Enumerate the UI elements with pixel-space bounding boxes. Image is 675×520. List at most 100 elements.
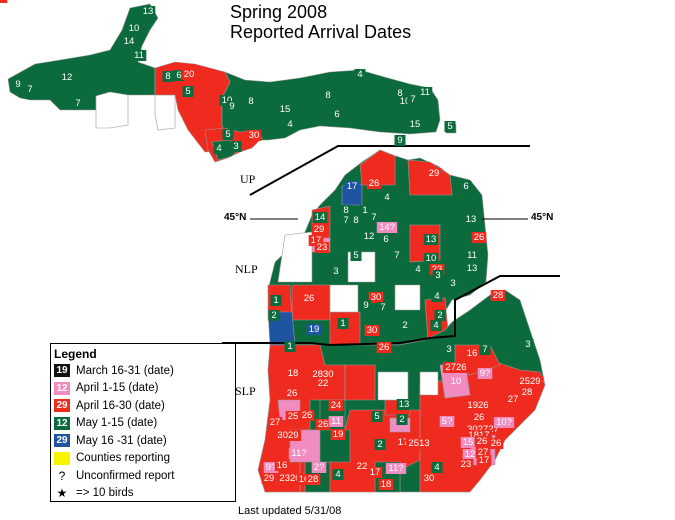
county-date-label: 8 (162, 71, 174, 82)
svg-text:14: 14 (315, 212, 326, 223)
svg-text:1926: 1926 (467, 400, 488, 411)
county-date-label: 4 (332, 469, 344, 480)
county-date-label: 2 (396, 414, 408, 425)
svg-text:2: 2 (377, 439, 382, 450)
slp-no-report (377, 371, 409, 401)
county-date-label: 5 (371, 411, 383, 422)
svg-text:20: 20 (184, 69, 195, 80)
svg-text:9?: 9? (480, 368, 491, 379)
svg-text:16: 16 (299, 474, 310, 485)
svg-text:19: 19 (333, 429, 344, 440)
svg-text:13: 13 (467, 263, 478, 274)
county-date-label: 26 (471, 412, 487, 423)
county-date-label: 15 (460, 437, 476, 448)
county-date-label: 8 (350, 215, 362, 226)
county-date-label: 10 (448, 376, 464, 387)
county-date-label: 3 (522, 339, 534, 350)
county-date-label: 26 (315, 419, 331, 430)
county-date-label: 10 (397, 96, 413, 107)
question-mark-icon: ? (58, 468, 66, 483)
county-date-label: 22 (354, 461, 370, 472)
svg-text:18: 18 (288, 368, 299, 379)
latitude-unit: °N (235, 212, 247, 223)
legend-item: 29 May 16 -31 (date) (54, 432, 235, 450)
svg-text:28: 28 (308, 474, 319, 485)
county-date-label: 26 (284, 388, 300, 399)
nlp-no-report-3 (329, 284, 359, 313)
svg-text:6: 6 (334, 109, 339, 120)
svg-text:5: 5 (353, 250, 358, 261)
svg-text:5: 5 (225, 129, 230, 140)
svg-text:3: 3 (233, 141, 238, 152)
svg-text:14: 14 (124, 36, 135, 47)
county-date-label: 30 (246, 130, 262, 141)
svg-text:6: 6 (463, 181, 468, 192)
svg-text:15: 15 (280, 104, 291, 115)
nlp-no-report-1 (277, 231, 313, 283)
region-label-slp: SLP (235, 384, 256, 398)
county-date-label: 13 (423, 234, 439, 245)
svg-text:30: 30 (424, 473, 435, 484)
svg-text:17: 17 (370, 467, 381, 478)
county-date-label: 5 (444, 121, 456, 132)
county-date-label: 13 (396, 399, 412, 410)
county-date-label: 4 (412, 264, 424, 275)
svg-text:2: 2 (399, 414, 404, 425)
svg-text:15: 15 (463, 437, 474, 448)
county-date-label: 11 (131, 50, 147, 61)
county-date-label: 6 (380, 234, 392, 245)
county-date-label: 2 (434, 310, 446, 321)
county-date-label: 1817 (465, 430, 493, 441)
county-date-label: 7 (479, 344, 491, 355)
svg-text:30: 30 (249, 130, 260, 141)
county-date-label: 26 (299, 410, 315, 421)
county-date-label: 9? (263, 462, 279, 473)
svg-text:19: 19 (0, 0, 5, 3)
svg-text:3: 3 (525, 339, 530, 350)
svg-text:11: 11 (134, 50, 144, 61)
county-date-label: 2 (399, 320, 411, 331)
up-west-counties (7, 3, 159, 111)
county-date-label: 9 (360, 300, 372, 311)
county-date-label: 4 (284, 119, 296, 130)
county-date-label: 2830 (309, 369, 337, 380)
county-date-label: 26 (488, 438, 504, 449)
county-date-label: 27 (475, 447, 491, 458)
county-date-label: 12 (462, 449, 478, 460)
svg-text:26: 26 (474, 232, 485, 243)
legend-swatch: 12 (54, 381, 70, 395)
svg-text:27: 27 (508, 394, 519, 405)
svg-text:8: 8 (248, 96, 253, 107)
latitude-value: 45 (224, 212, 236, 223)
svg-text:13: 13 (143, 6, 154, 17)
county-date-label: 29 (426, 168, 442, 179)
county-date-label: 7 (24, 84, 36, 95)
svg-text:8: 8 (343, 205, 348, 216)
svg-text:25: 25 (288, 411, 299, 422)
svg-text:9: 9 (15, 79, 20, 90)
county-date-label: 4 (431, 462, 443, 473)
legend-label: May 16 -31 (date) (76, 434, 167, 447)
county-date-label: 8 (340, 205, 352, 216)
county-date-label: 14? (376, 222, 398, 233)
svg-text:4: 4 (357, 69, 362, 80)
county-date-label: 14 (312, 212, 328, 223)
region-dividers (222, 145, 560, 347)
svg-text:26: 26 (491, 438, 502, 449)
county-date-label: 14 (121, 36, 137, 47)
county-date-label: 10 (423, 253, 439, 264)
county-date-label: 26 (474, 436, 490, 447)
legend-unconfirmed: ? Unconfirmed report (54, 467, 235, 485)
county-date-label: 19 (306, 324, 322, 335)
legend-title: Legend (54, 347, 97, 361)
svg-text:4: 4 (335, 469, 340, 480)
region-label-up: UP (240, 172, 256, 186)
legend-item: 12 May 1-15 (date) (54, 415, 235, 433)
county-date-label: 8 (245, 96, 257, 107)
county-date-label: 7 (407, 94, 419, 105)
region-label-nlp: NLP (235, 262, 258, 276)
svg-text:7: 7 (343, 215, 348, 226)
county-date-label: 6 (460, 181, 472, 192)
svg-text:11: 11 (467, 250, 477, 261)
county-date-label: 7 (391, 250, 403, 261)
